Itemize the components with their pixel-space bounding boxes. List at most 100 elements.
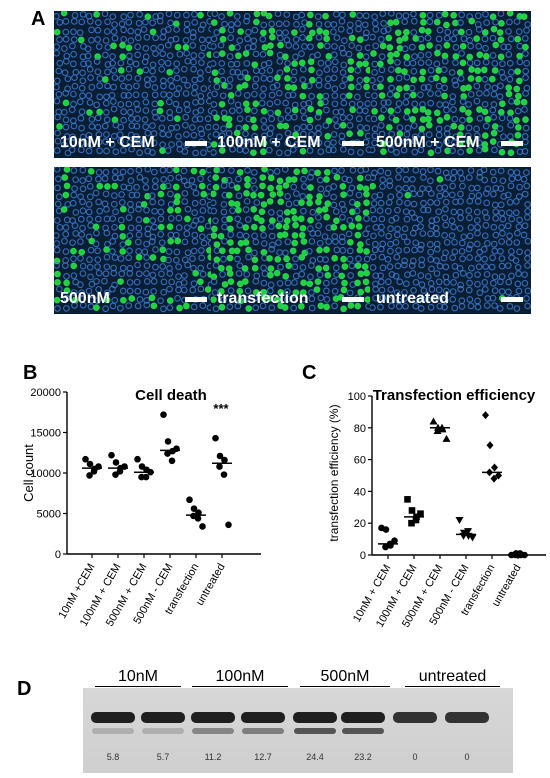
nucleus-mark: [200, 85, 208, 92]
nucleus-mark: [387, 225, 394, 233]
nucleus-mark: [141, 116, 149, 123]
nucleus-mark: [190, 52, 198, 59]
data-point: [194, 515, 202, 522]
nucleus-mark: [332, 116, 339, 123]
dead-cell-mark: [282, 53, 289, 60]
nucleus-mark: [521, 271, 528, 279]
nucleus-mark: [103, 263, 111, 271]
nucleus-mark: [135, 231, 143, 239]
dead-cell-mark: [104, 183, 111, 190]
nucleus-mark: [402, 12, 410, 19]
dead-cell-mark: [484, 116, 492, 123]
nucleus-mark: [394, 225, 401, 233]
nucleus-mark: [411, 246, 418, 254]
dead-cell-mark: [156, 107, 164, 115]
nucleus-mark: [419, 185, 426, 192]
nucleus-mark: [322, 256, 329, 264]
nucleus-mark: [175, 224, 183, 231]
cell-field: [54, 11, 215, 157]
nucleus-mark: [317, 185, 325, 193]
nucleus-mark: [433, 293, 441, 301]
dead-cell-mark: [316, 93, 324, 100]
nucleus-mark: [133, 191, 141, 199]
nucleus-mark: [497, 247, 504, 255]
nucleus-mark: [109, 53, 116, 61]
nucleus-mark: [305, 247, 313, 255]
nucleus-mark: [260, 74, 268, 82]
data-point: [142, 473, 150, 481]
micro-tile: untreated: [370, 167, 531, 314]
nucleus-mark: [149, 19, 156, 27]
dead-cell-mark: [401, 68, 408, 75]
nucleus-mark: [293, 125, 301, 132]
dead-cell-mark: [245, 246, 252, 254]
nucleus-mark: [392, 214, 400, 222]
dead-cell-mark: [339, 122, 347, 129]
dead-cell-mark: [333, 174, 341, 181]
nucleus-mark: [220, 109, 228, 117]
nucleus-mark: [259, 302, 267, 310]
nucleus-mark: [219, 270, 226, 278]
dead-cell-mark: [363, 76, 370, 83]
dead-cell-mark: [322, 264, 330, 272]
nucleus-mark: [183, 181, 191, 189]
nucleus-mark: [190, 303, 198, 311]
dead-cell-mark: [298, 199, 305, 206]
nucleus-mark: [175, 85, 183, 92]
nucleus-mark: [94, 114, 102, 122]
nucleus-mark: [474, 198, 482, 205]
dead-cell-mark: [233, 129, 241, 137]
nucleus-mark: [459, 98, 467, 105]
nucleus-mark: [404, 238, 411, 246]
nucleus-mark: [174, 294, 181, 302]
dead-cell-mark: [236, 169, 244, 176]
nucleus-mark: [103, 215, 111, 223]
nucleus-mark: [268, 208, 275, 216]
nucleus-mark: [496, 278, 504, 286]
nucleus-mark: [253, 272, 261, 280]
dead-cell-mark: [284, 217, 291, 224]
nucleus-mark: [198, 52, 205, 59]
nucleus-mark: [218, 167, 226, 174]
nucleus-mark: [218, 60, 226, 67]
nucleus-mark: [62, 123, 70, 131]
nucleus-mark: [484, 83, 491, 91]
dead-cell-mark: [261, 44, 269, 51]
nucleus-mark: [55, 193, 63, 201]
nucleus-mark: [403, 73, 411, 81]
significance-annotation: ***: [213, 401, 229, 416]
nucleus-mark: [152, 113, 159, 121]
nucleus-mark: [284, 92, 292, 99]
dead-cell-mark: [292, 131, 299, 138]
gel-group-bracket: [192, 686, 288, 687]
dead-cell-mark: [316, 27, 323, 35]
nucleus-mark: [133, 183, 140, 191]
nucleus-mark: [521, 279, 529, 287]
nucleus-mark: [150, 44, 157, 52]
gel-band-lower: [192, 728, 234, 734]
nucleus-mark: [158, 270, 165, 278]
nucleus-mark: [62, 116, 70, 124]
nucleus-mark: [144, 225, 152, 233]
nucleus-mark: [513, 198, 520, 205]
nucleus-mark: [393, 253, 401, 261]
nucleus-mark: [167, 190, 174, 198]
nucleus-mark: [428, 285, 436, 293]
dead-cell-mark: [54, 279, 61, 286]
nucleus-mark: [490, 90, 498, 98]
nucleus-mark: [250, 43, 257, 51]
nucleus-mark: [96, 147, 103, 155]
nucleus-mark: [104, 18, 111, 26]
nucleus-mark: [54, 49, 60, 57]
nucleus-mark: [480, 245, 488, 253]
nucleus-mark: [505, 239, 513, 246]
dead-cell-mark: [92, 223, 100, 231]
nucleus-mark: [220, 182, 228, 189]
nucleus-mark: [110, 132, 118, 140]
nucleus-mark: [282, 99, 290, 107]
nucleus-mark: [229, 107, 236, 115]
dead-cell-mark: [103, 296, 111, 304]
nucleus-mark: [387, 240, 394, 248]
nucleus-mark: [119, 264, 127, 272]
dead-cell-mark: [63, 182, 71, 190]
